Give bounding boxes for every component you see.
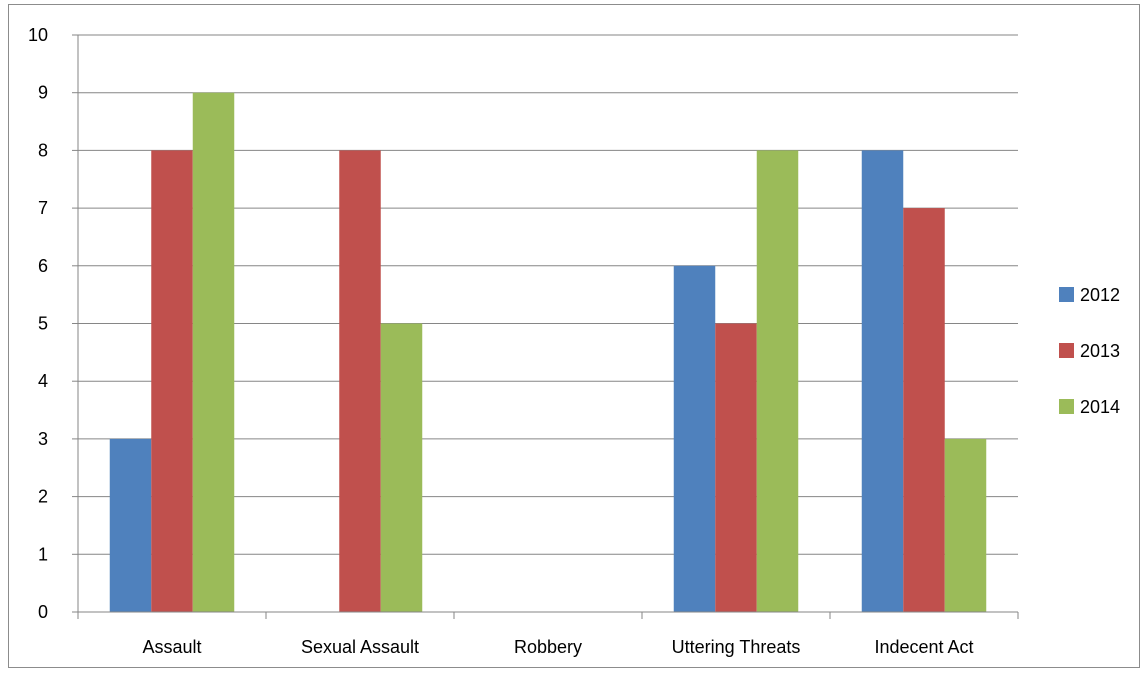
y-tick-label: 0 bbox=[38, 602, 48, 622]
axes bbox=[72, 34, 1019, 619]
bar-2013-assault bbox=[151, 150, 193, 612]
legend-swatch-2012 bbox=[1059, 287, 1074, 302]
bar-2014-indecent-act bbox=[944, 438, 987, 612]
y-tick-label: 7 bbox=[38, 198, 48, 218]
y-tick-label: 1 bbox=[38, 544, 48, 564]
x-tick-label: Sexual Assault bbox=[301, 637, 419, 657]
y-tick-label: 5 bbox=[38, 314, 48, 334]
bar-2012-indecent-act bbox=[861, 150, 904, 612]
y-tick-label: 3 bbox=[38, 429, 48, 449]
legend: 2012 2013 2014 bbox=[1059, 285, 1120, 417]
bar-2012-assault bbox=[109, 438, 152, 612]
bar-2014-uttering-threats bbox=[756, 150, 799, 612]
bar-2013-indecent-act bbox=[903, 208, 945, 612]
bar-2012-uttering-threats bbox=[673, 265, 716, 612]
bar-2013-sexual-assault bbox=[339, 150, 381, 612]
y-tick-label: 10 bbox=[28, 25, 48, 45]
y-tick-label: 8 bbox=[38, 140, 48, 160]
y-tick-label: 9 bbox=[38, 83, 48, 103]
y-tick-label: 2 bbox=[38, 487, 48, 507]
y-tick-label: 4 bbox=[38, 371, 48, 391]
tick-labels: 0 1 2 3 4 5 6 7 8 9 10 Assault Sexual Assault Robbery… bbox=[28, 25, 974, 657]
legend-label-2012: 2012 bbox=[1080, 285, 1120, 305]
legend-swatch-2013 bbox=[1059, 343, 1074, 358]
bar-2014-sexual-assault bbox=[380, 323, 423, 612]
legend-swatch-2014 bbox=[1059, 399, 1074, 414]
legend-label-2014: 2014 bbox=[1080, 397, 1120, 417]
y-tick-label: 6 bbox=[38, 256, 48, 276]
gridlines bbox=[78, 34, 1018, 555]
x-tick-label: Robbery bbox=[514, 637, 582, 657]
legend-label-2013: 2013 bbox=[1080, 341, 1120, 361]
x-tick-label: Indecent Act bbox=[874, 637, 973, 657]
bar-2014-assault bbox=[192, 92, 235, 612]
bars bbox=[109, 92, 987, 612]
x-tick-label: Assault bbox=[142, 637, 201, 657]
x-tick-label: Uttering Threats bbox=[672, 637, 801, 657]
bar-2013-uttering-threats bbox=[715, 323, 757, 612]
